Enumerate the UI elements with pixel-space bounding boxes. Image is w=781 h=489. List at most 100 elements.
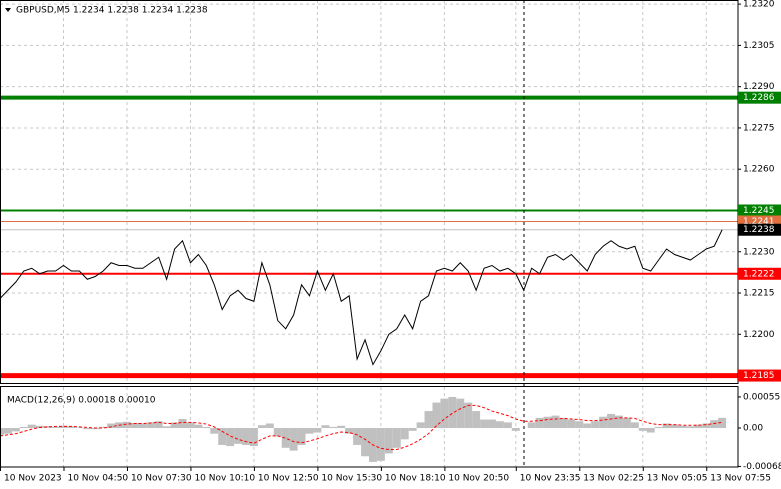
y-tick-label: -0.00068 [743,462,781,472]
macd-bar [194,424,203,429]
macd-bar [178,418,187,429]
macd-bar [138,423,147,429]
macd-bar [75,427,84,429]
macd-bar [392,428,401,448]
macd-bar [313,428,322,433]
x-tick-label: 10 Nov 18:10 [385,474,446,484]
macd-bar [218,428,227,445]
macd-bar [694,424,703,429]
macd-bar [210,428,219,434]
macd-bar [464,402,473,429]
macd-frame [0,386,739,468]
macd-title: MACD(12,26,9) 0.00018 0.00010 [7,396,156,406]
macd-bar [3,428,12,434]
macd-bar [305,428,314,434]
macd-bar [591,421,600,429]
macd-bar [43,426,52,429]
macd-bar [527,422,536,429]
macd-bar [19,426,28,429]
y-tick-label: 1.2215 [743,289,775,299]
level-label-box [738,369,781,382]
x-tick-label: 10 Nov 07:30 [131,474,192,484]
macd-bar [226,428,235,447]
macd-bar [599,416,608,429]
x-tick-label: 10 Nov 20:50 [448,474,509,484]
level-label: 1.2245 [743,206,775,216]
x-tick-label: 10 Nov 15:30 [321,474,382,484]
macd-bar [249,428,258,447]
x-tick-label: 10 Nov 10:10 [194,474,255,484]
macd-bar [27,424,36,429]
macd-bar [361,428,369,457]
level-label: 1.2222 [743,269,775,279]
macd-bar [337,425,346,429]
macd-bar [670,424,679,429]
macd-bar [543,416,552,429]
macd-bar [424,411,433,429]
y-tick-label: 1.2260 [743,165,775,175]
macd-bar [583,423,592,429]
macd-bar [662,423,671,429]
macd-bar [686,426,695,429]
macd-bar [123,421,131,429]
macd-bar [353,428,362,445]
macd-bar [257,425,266,429]
macd-bar [273,428,282,437]
macd-bar [0,428,4,435]
macd-bar [146,422,155,429]
level-label-box [738,91,781,104]
macd-bar [551,415,560,429]
macd-bar [170,422,179,429]
macd-bar [186,422,195,429]
x-tick-label: 10 Nov 12:50 [258,474,319,484]
macd-bar [440,398,449,429]
y-tick-label: 0.00055 [743,392,780,402]
main-title: GBPUSD,M5 1.2234 1.2238 1.2234 1.2238 [16,6,208,16]
x-tick-label: 10 Nov 2023 [4,474,62,484]
y-tick-label: 1.2200 [743,330,775,340]
macd-bar [575,421,584,429]
macd-bar [622,417,631,429]
price-line [0,229,723,366]
macd-bar [107,423,116,429]
x-tick-label: 13 Nov 02:25 [583,474,644,484]
macd-bar [638,428,647,431]
signal-line [0,404,723,450]
macd-bar [654,426,663,429]
macd-bar [535,417,544,429]
macd-bar [646,428,655,433]
menu-arrow [5,8,11,12]
marks [0,95,738,462]
macd-bar [345,428,354,434]
level-label: 1.2238 [743,225,775,235]
macd-bar [567,419,576,429]
macd-bar [630,422,639,429]
y-tick-label: 1.2305 [743,41,775,51]
macd-bar [67,426,76,429]
x-tick-label: 13 Nov 05:05 [647,474,708,484]
macd-bar [384,428,393,454]
x-tick-label: 13 Nov 07:55 [710,474,771,484]
macd-bar [321,425,330,429]
macd-bar [376,428,385,461]
macd-bar [289,428,298,451]
level-label: 1.2286 [743,93,775,103]
macd-bar [702,423,711,429]
macd-bar [615,415,623,429]
y-tick-label: 0.00 [743,424,763,434]
macd-bar [162,426,171,429]
macd-bar [607,413,615,429]
main-frame [0,0,739,384]
macd-bar [710,420,719,429]
macd-bar [408,428,417,431]
level-label-box [738,267,781,280]
level-label-box [738,223,781,236]
y-tick-label: 1.2320 [743,0,775,10]
grid [0,0,738,467]
macd-bar [51,426,60,429]
macd-bar [400,428,409,440]
